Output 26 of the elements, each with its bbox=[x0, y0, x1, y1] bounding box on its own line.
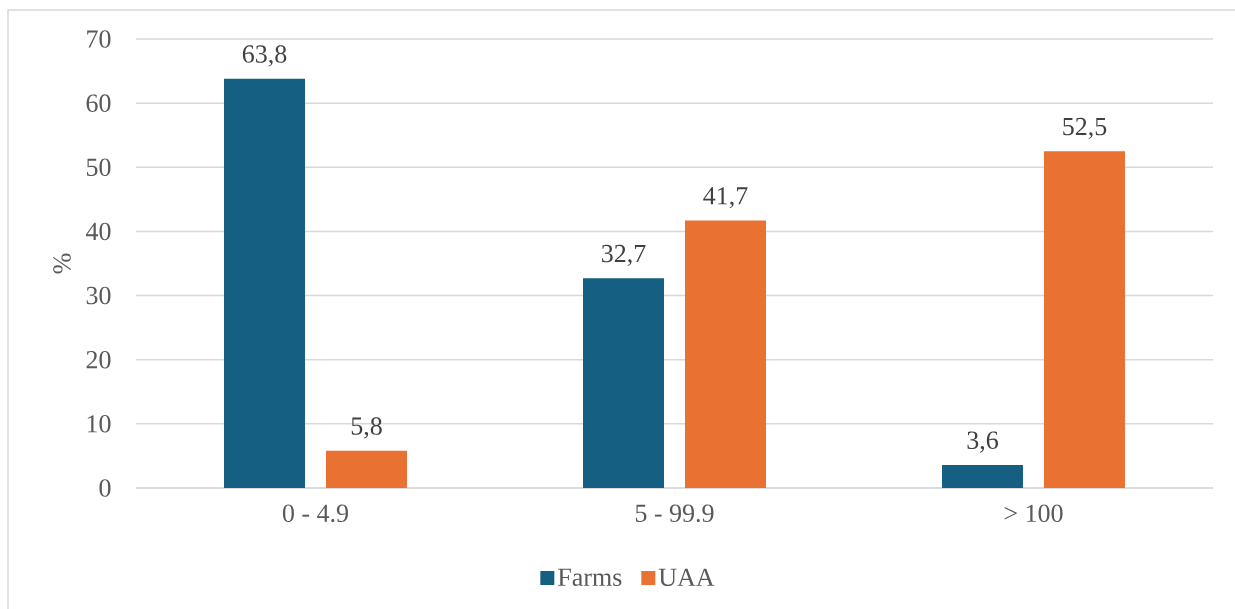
data-label: 52,5 bbox=[1063, 117, 1107, 140]
bar bbox=[1043, 151, 1125, 488]
y-tick-label: 50 bbox=[86, 158, 111, 177]
x-tick-label: > 100 bbox=[1004, 504, 1063, 523]
bar bbox=[326, 450, 407, 488]
y-tick-label: 40 bbox=[85, 222, 111, 241]
legend-label: Farms bbox=[558, 568, 622, 586]
y-tick-label: 70 bbox=[87, 30, 111, 48]
x-tick-label: 0 - 4.9 bbox=[282, 504, 348, 523]
data-label: 3,6 bbox=[967, 431, 998, 453]
bar bbox=[224, 78, 305, 488]
y-tick-label: 10 bbox=[87, 415, 111, 433]
y-tick-label: 0 bbox=[99, 479, 111, 497]
data-label: 5,8 bbox=[351, 417, 382, 439]
y-tick-label: 30 bbox=[86, 286, 111, 305]
legend-label: UAA bbox=[658, 568, 715, 587]
y-tick-label: 60 bbox=[86, 94, 111, 112]
x-tick-label: 5 - 99.9 bbox=[635, 504, 714, 523]
data-label: 32,7 bbox=[601, 244, 646, 267]
data-label: 41,7 bbox=[703, 187, 748, 209]
bar bbox=[583, 278, 664, 488]
y-tick-label: 20 bbox=[86, 350, 111, 369]
data-label: 63,8 bbox=[242, 45, 287, 67]
bar bbox=[941, 464, 1023, 488]
y-axis-title: % bbox=[53, 253, 71, 274]
bar bbox=[684, 220, 766, 488]
